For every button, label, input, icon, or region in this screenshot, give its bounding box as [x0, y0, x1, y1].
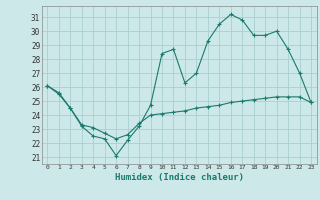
X-axis label: Humidex (Indice chaleur): Humidex (Indice chaleur)	[115, 173, 244, 182]
